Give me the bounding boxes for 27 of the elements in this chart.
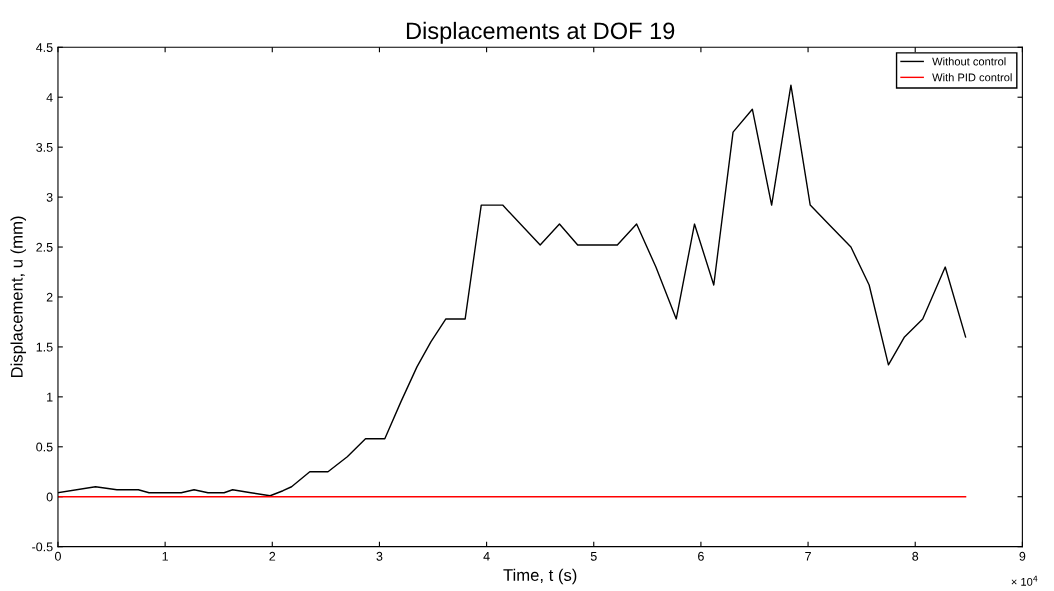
y-tick-label: 2.5	[36, 242, 53, 252]
x-tick-label: 7	[805, 552, 811, 561]
y-tick-label: 3	[46, 192, 53, 202]
y-tick-label: 4	[46, 93, 53, 102]
x-tick-label: 3	[376, 551, 383, 561]
y-tick-label: -0.5	[32, 542, 53, 552]
y-tick-label: 1.5	[36, 342, 53, 352]
x-tick-label: 1	[162, 552, 168, 561]
text: × 10$^{4}$	[1011, 575, 1038, 586]
y-tick-label: 2	[46, 292, 53, 302]
y-tick-label: 3.5	[36, 142, 53, 152]
x-tick-label: 2	[269, 551, 276, 561]
x-tick-label: 5	[590, 552, 597, 561]
y-tick-label: 0	[46, 492, 53, 502]
legend-label: With PID control	[932, 73, 1012, 82]
y-tick-label: 1	[47, 392, 53, 402]
legend-label: Without control	[932, 57, 1006, 66]
x-tick-label: 4	[483, 552, 490, 561]
x-axis-title: Time, t (s)	[503, 568, 577, 585]
chart-title: Displacements at DOF 19	[406, 21, 675, 44]
y-tick-label: 0.5	[36, 442, 53, 452]
x-tick-label: 8	[912, 551, 919, 561]
x-tick-label: 9	[1019, 551, 1026, 561]
y-axis-title: Displacement, u (mm)	[10, 216, 27, 378]
y-tick-label: 4.5	[36, 43, 53, 52]
x-tick-label: 0	[54, 551, 61, 561]
x-tick-label: 6	[698, 551, 704, 561]
